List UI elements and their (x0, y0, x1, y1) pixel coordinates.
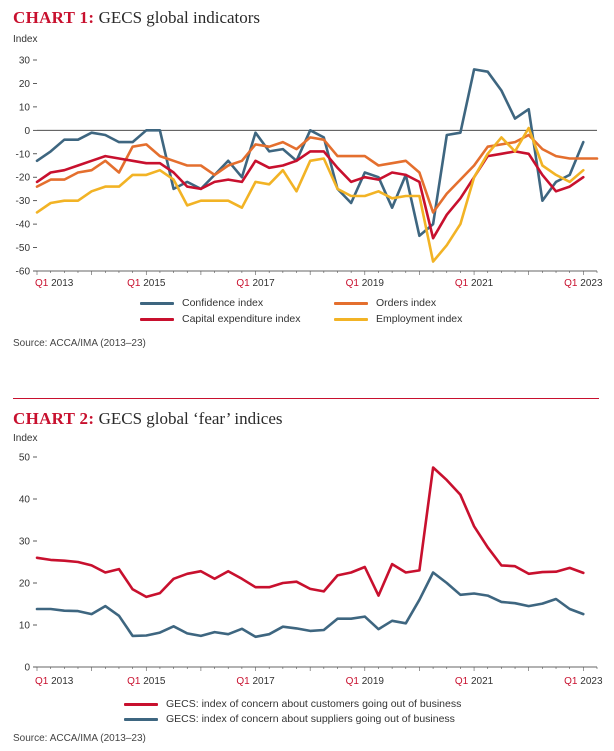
chart2-title-text: GECS global ‘fear’ indices (98, 409, 283, 428)
legend-label: Confidence index (182, 297, 264, 309)
y-tick-label: 0 (24, 663, 30, 674)
chart1-series-line-0 (35, 68, 585, 238)
x-tick-label: Q1 2015 (127, 676, 166, 687)
y-tick-label: -60 (16, 267, 31, 278)
x-tick-label: Q1 2013 (35, 676, 74, 687)
y-tick-label: 40 (19, 495, 31, 506)
x-tick-label: Q1 2021 (455, 676, 494, 687)
legend-swatch (124, 702, 158, 706)
legend-label: GECS: index of concern about customers g… (166, 698, 462, 710)
x-tick-label: Q1 2019 (346, 676, 385, 687)
legend-item-confidence: Confidence index (140, 297, 263, 309)
legend-swatch (140, 317, 174, 321)
legend-swatch (140, 301, 174, 305)
legend-label: Employment index (376, 313, 463, 325)
x-tick-label: Q1 2021 (455, 278, 494, 289)
legend-swatch (334, 301, 368, 305)
x-tick-label: Q1 2023 (564, 676, 603, 687)
chart1-y-axis-label: Index (13, 34, 38, 45)
chart2-number: CHART 2: (13, 409, 95, 428)
chart1-source: Source: ACCA/IMA (2013–23) (13, 338, 146, 349)
legend-item-customers: GECS: index of concern about customers g… (124, 698, 461, 710)
chart1-series-line-1 (35, 133, 599, 214)
x-tick-label: Q1 2019 (346, 278, 385, 289)
y-tick-label: -50 (16, 243, 31, 254)
section-divider (13, 398, 599, 399)
legend-swatch (124, 717, 158, 721)
legend-item-employment: Employment index (334, 313, 462, 325)
x-tick-label: Q1 2015 (127, 278, 166, 289)
chart2-plot: 50 40 30 20 10 0 Q1 2013 Q1 2015 Q1 2017 Q1 2019 Q… (19, 453, 603, 688)
chart1-number: CHART 1: (13, 8, 95, 27)
chart1-series-line-3 (35, 126, 585, 263)
chart2-source: Source: ACCA/IMA (2013–23) (13, 733, 146, 744)
y-tick-label: 10 (19, 102, 31, 113)
chart2-series-line-0 (35, 466, 585, 599)
y-tick-label: 30 (19, 56, 31, 67)
legend-label: GECS: index of concern about suppliers g… (166, 713, 455, 725)
legend-item-capex: Capital expenditure index (140, 313, 301, 325)
legend-item-suppliers: GECS: index of concern about suppliers g… (124, 713, 455, 725)
chart2-y-axis-label: Index (13, 433, 38, 444)
y-tick-label: -20 (16, 173, 31, 184)
y-tick-label: 0 (24, 126, 30, 137)
chart1-plot: 30 20 10 0 -10 -20 -30 -40 -50 -60 Q1 2013 Q1 2015 Q… (16, 56, 603, 290)
y-tick-label: 30 (19, 537, 31, 548)
x-tick-label: Q1 2017 (236, 676, 275, 687)
y-tick-label: 10 (19, 621, 31, 632)
y-tick-label: 20 (19, 579, 31, 590)
chart1-title: CHART 1: GECS global indicators (13, 8, 260, 28)
y-tick-label: -40 (16, 220, 31, 231)
legend-swatch (334, 317, 368, 321)
x-tick-label: Q1 2023 (564, 278, 603, 289)
y-tick-label: 20 (19, 79, 31, 90)
chart1-series-line-2 (35, 150, 585, 240)
chart2-title: CHART 2: GECS global ‘fear’ indices (13, 409, 283, 429)
y-tick-label: -10 (16, 149, 31, 160)
chart2-series-line-1 (35, 571, 585, 639)
x-tick-label: Q1 2013 (35, 278, 74, 289)
x-tick-label: Q1 2017 (236, 278, 275, 289)
y-tick-label: 50 (19, 453, 31, 464)
legend-item-orders: Orders index (334, 297, 436, 309)
chart1-title-text: GECS global indicators (98, 8, 261, 27)
y-tick-label: -30 (16, 196, 31, 207)
legend-label: Orders index (376, 297, 437, 309)
legend-label: Capital expenditure index (182, 313, 301, 325)
